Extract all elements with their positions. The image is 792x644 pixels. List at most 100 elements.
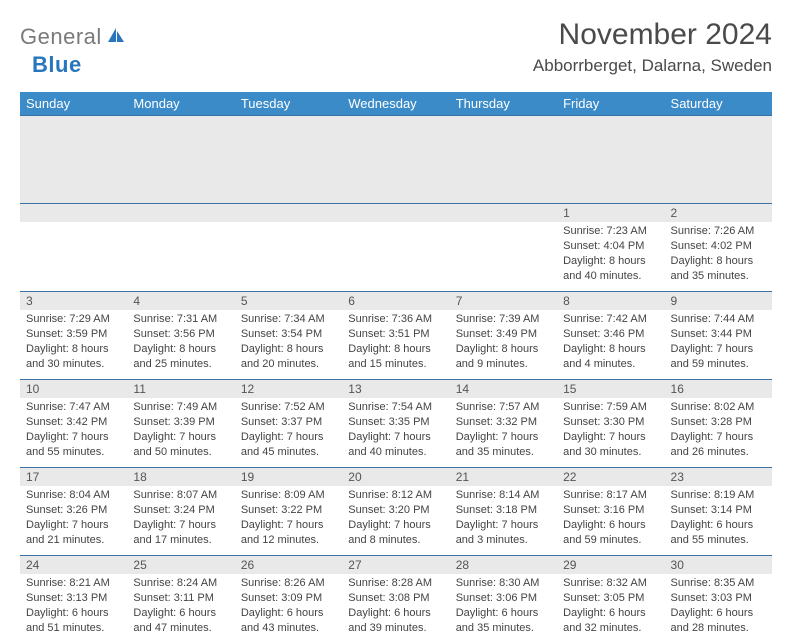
detail-line: Sunrise: 8:21 AM bbox=[26, 576, 121, 591]
day-cell: . bbox=[450, 204, 557, 292]
day-number: . bbox=[127, 204, 234, 222]
detail-line: Daylight: 8 hours bbox=[348, 342, 443, 357]
detail-line: Sunset: 3:51 PM bbox=[348, 327, 443, 342]
detail-line: and 35 minutes. bbox=[456, 621, 551, 636]
day-details: Sunrise: 7:39 AMSunset: 3:49 PMDaylight:… bbox=[450, 310, 557, 375]
day-cell: . bbox=[342, 204, 449, 292]
day-cell: 7Sunrise: 7:39 AMSunset: 3:49 PMDaylight… bbox=[450, 292, 557, 380]
detail-line: and 9 minutes. bbox=[456, 357, 551, 372]
day-number: 16 bbox=[665, 380, 772, 398]
detail-line: Daylight: 7 hours bbox=[26, 518, 121, 533]
detail-line: and 43 minutes. bbox=[241, 621, 336, 636]
detail-line: Sunset: 3:18 PM bbox=[456, 503, 551, 518]
week-row: 10Sunrise: 7:47 AMSunset: 3:42 PMDayligh… bbox=[20, 380, 772, 468]
detail-line: and 39 minutes. bbox=[348, 621, 443, 636]
detail-line: Sunset: 3:44 PM bbox=[671, 327, 766, 342]
detail-line: Daylight: 7 hours bbox=[348, 430, 443, 445]
day-details: Sunrise: 8:09 AMSunset: 3:22 PMDaylight:… bbox=[235, 486, 342, 551]
detail-line: Sunset: 3:59 PM bbox=[26, 327, 121, 342]
day-number: . bbox=[20, 204, 127, 222]
day-cell: 29Sunrise: 8:32 AMSunset: 3:05 PMDayligh… bbox=[557, 556, 664, 644]
detail-line: Sunrise: 8:17 AM bbox=[563, 488, 658, 503]
detail-line: Sunrise: 7:39 AM bbox=[456, 312, 551, 327]
detail-line: Daylight: 6 hours bbox=[563, 518, 658, 533]
day-details: Sunrise: 7:54 AMSunset: 3:35 PMDaylight:… bbox=[342, 398, 449, 463]
day-details: Sunrise: 8:14 AMSunset: 3:18 PMDaylight:… bbox=[450, 486, 557, 551]
detail-line: Sunset: 3:26 PM bbox=[26, 503, 121, 518]
day-number: 26 bbox=[235, 556, 342, 574]
detail-line: and 30 minutes. bbox=[26, 357, 121, 372]
week-row: 24Sunrise: 8:21 AMSunset: 3:13 PMDayligh… bbox=[20, 556, 772, 644]
detail-line: and 26 minutes. bbox=[671, 445, 766, 460]
detail-line: and 4 minutes. bbox=[563, 357, 658, 372]
day-details: Sunrise: 7:52 AMSunset: 3:37 PMDaylight:… bbox=[235, 398, 342, 463]
day-number: 14 bbox=[450, 380, 557, 398]
day-cell: 20Sunrise: 8:12 AMSunset: 3:20 PMDayligh… bbox=[342, 468, 449, 556]
day-cell: 1Sunrise: 7:23 AMSunset: 4:04 PMDaylight… bbox=[557, 204, 664, 292]
day-cell: 18Sunrise: 8:07 AMSunset: 3:24 PMDayligh… bbox=[127, 468, 234, 556]
day-number: 20 bbox=[342, 468, 449, 486]
detail-line: Sunset: 3:56 PM bbox=[133, 327, 228, 342]
detail-line: Sunrise: 8:26 AM bbox=[241, 576, 336, 591]
dayname-thursday: Thursday bbox=[450, 92, 557, 116]
day-cell: 11Sunrise: 7:49 AMSunset: 3:39 PMDayligh… bbox=[127, 380, 234, 468]
detail-line: Sunset: 3:11 PM bbox=[133, 591, 228, 606]
day-details: Sunrise: 8:17 AMSunset: 3:16 PMDaylight:… bbox=[557, 486, 664, 551]
dayname-saturday: Saturday bbox=[665, 92, 772, 116]
day-number: 19 bbox=[235, 468, 342, 486]
day-number: 7 bbox=[450, 292, 557, 310]
detail-line: Sunrise: 7:52 AM bbox=[241, 400, 336, 415]
day-cell: 27Sunrise: 8:28 AMSunset: 3:08 PMDayligh… bbox=[342, 556, 449, 644]
location: Abborrberget, Dalarna, Sweden bbox=[533, 56, 772, 76]
day-cell: 26Sunrise: 8:26 AMSunset: 3:09 PMDayligh… bbox=[235, 556, 342, 644]
calendar-table: SundayMondayTuesdayWednesdayThursdayFrid… bbox=[20, 92, 772, 644]
detail-line: Sunset: 3:09 PM bbox=[241, 591, 336, 606]
dayname-friday: Friday bbox=[557, 92, 664, 116]
detail-line: Daylight: 6 hours bbox=[133, 606, 228, 621]
detail-line: Sunrise: 7:34 AM bbox=[241, 312, 336, 327]
detail-line: Daylight: 8 hours bbox=[563, 342, 658, 357]
day-cell: 8Sunrise: 7:42 AMSunset: 3:46 PMDaylight… bbox=[557, 292, 664, 380]
detail-line: Sunrise: 8:28 AM bbox=[348, 576, 443, 591]
detail-line: Sunset: 3:13 PM bbox=[26, 591, 121, 606]
day-number: 13 bbox=[342, 380, 449, 398]
dayname-monday: Monday bbox=[127, 92, 234, 116]
detail-line: Daylight: 8 hours bbox=[456, 342, 551, 357]
day-number: 4 bbox=[127, 292, 234, 310]
day-details bbox=[342, 222, 449, 228]
detail-line: Sunrise: 8:24 AM bbox=[133, 576, 228, 591]
logo-text-gray: General bbox=[20, 24, 102, 50]
detail-line: and 3 minutes. bbox=[456, 533, 551, 548]
detail-line: and 59 minutes. bbox=[671, 357, 766, 372]
day-details: Sunrise: 8:32 AMSunset: 3:05 PMDaylight:… bbox=[557, 574, 664, 639]
detail-line: Sunset: 3:20 PM bbox=[348, 503, 443, 518]
day-number: 30 bbox=[665, 556, 772, 574]
detail-line: Sunset: 3:54 PM bbox=[241, 327, 336, 342]
detail-line: and 40 minutes. bbox=[348, 445, 443, 460]
detail-line: Daylight: 7 hours bbox=[671, 430, 766, 445]
logo-text-blue: Blue bbox=[32, 52, 82, 78]
dayname-sunday: Sunday bbox=[20, 92, 127, 116]
day-cell: 12Sunrise: 7:52 AMSunset: 3:37 PMDayligh… bbox=[235, 380, 342, 468]
detail-line: and 45 minutes. bbox=[241, 445, 336, 460]
detail-line: Sunset: 3:30 PM bbox=[563, 415, 658, 430]
detail-line: Daylight: 8 hours bbox=[241, 342, 336, 357]
detail-line: Sunrise: 8:02 AM bbox=[671, 400, 766, 415]
day-details: Sunrise: 7:59 AMSunset: 3:30 PMDaylight:… bbox=[557, 398, 664, 463]
detail-line: Sunrise: 7:29 AM bbox=[26, 312, 121, 327]
detail-line: Daylight: 7 hours bbox=[456, 518, 551, 533]
detail-line: Sunset: 3:22 PM bbox=[241, 503, 336, 518]
detail-line: Sunset: 3:39 PM bbox=[133, 415, 228, 430]
detail-line: Daylight: 7 hours bbox=[26, 430, 121, 445]
detail-line: Sunrise: 8:30 AM bbox=[456, 576, 551, 591]
detail-line: Sunrise: 7:42 AM bbox=[563, 312, 658, 327]
detail-line: Sunrise: 8:07 AM bbox=[133, 488, 228, 503]
calendar-body: .....1Sunrise: 7:23 AMSunset: 4:04 PMDay… bbox=[20, 116, 772, 644]
detail-line: Sunset: 3:49 PM bbox=[456, 327, 551, 342]
day-number: 11 bbox=[127, 380, 234, 398]
day-cell: 5Sunrise: 7:34 AMSunset: 3:54 PMDaylight… bbox=[235, 292, 342, 380]
detail-line: and 21 minutes. bbox=[26, 533, 121, 548]
day-number: 27 bbox=[342, 556, 449, 574]
detail-line: Sunrise: 8:14 AM bbox=[456, 488, 551, 503]
day-number: 12 bbox=[235, 380, 342, 398]
